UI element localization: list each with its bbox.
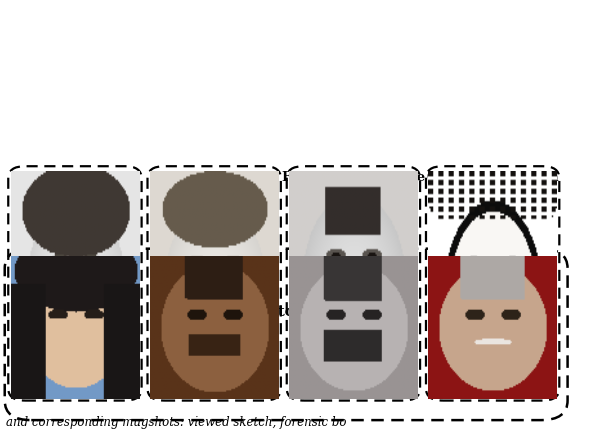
Text: Caricature sketch: Caricature sketch (427, 171, 559, 184)
Text: Photograph: Photograph (245, 305, 345, 319)
Text: and corresponding mugshots: viewed sketch, forensic bo: and corresponding mugshots: viewed sketc… (6, 416, 346, 429)
Text: Forensic composite
sketch: Forensic composite sketch (282, 171, 425, 200)
Text: Forensic sketch: Forensic sketch (156, 171, 272, 184)
Text: Viewed sketch: Viewed sketch (22, 171, 127, 184)
